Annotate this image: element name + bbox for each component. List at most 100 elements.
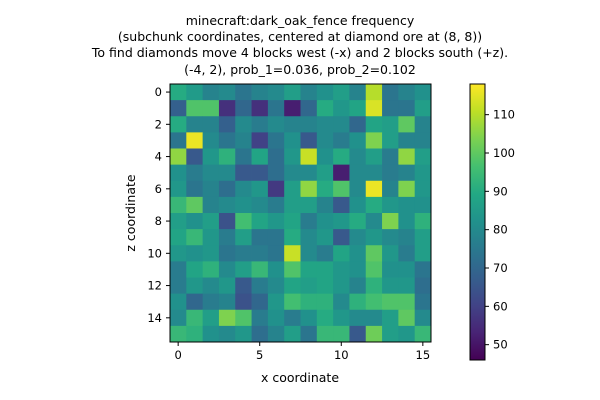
heatmap-cell: [170, 180, 187, 198]
heatmap-cell: [235, 84, 252, 101]
heatmap-cell: [251, 245, 269, 262]
heatmap-cell: [382, 293, 399, 311]
heatmap-cell: [235, 293, 252, 311]
heatmap-cell: [349, 309, 367, 327]
heatmap-cell: [316, 84, 334, 101]
heatmap-cell: [284, 325, 301, 343]
heatmap-cell: [284, 196, 301, 214]
heatmap-cell: [333, 325, 350, 343]
heatmap-cell: [284, 84, 301, 101]
heatmap-cell: [349, 132, 367, 149]
colorbar-tick-label: 90: [493, 184, 508, 198]
heatmap-cell: [333, 245, 350, 262]
heatmap-cell: [284, 277, 301, 295]
heatmap-cell: [414, 325, 432, 343]
heatmap-cell: [251, 196, 269, 214]
heatmap-cell: [202, 196, 220, 214]
heatmap-cell: [267, 293, 285, 311]
heatmap-cell: [316, 213, 334, 230]
heatmap-cell: [398, 180, 416, 198]
y-axis-label: z coordinate: [123, 174, 138, 252]
heatmap-cell: [333, 84, 350, 101]
heatmap-cell: [316, 132, 334, 149]
heatmap-cell: [267, 100, 285, 117]
heatmap-cell: [300, 213, 318, 230]
heatmap-cell: [235, 116, 252, 133]
heatmap-cell: [218, 84, 236, 101]
heatmap-cell: [398, 229, 416, 246]
heatmap-cell: [251, 277, 269, 295]
heatmap-cell: [333, 213, 350, 230]
heatmap-cell: [235, 213, 252, 230]
heatmap-cell: [300, 277, 318, 295]
heatmap-cell: [365, 132, 383, 149]
heatmap-cell: [382, 100, 399, 117]
heatmap-cell: [365, 309, 383, 327]
x-axis-ticks: 0 5 10 15: [174, 342, 430, 362]
heatmap-cell: [202, 309, 220, 327]
heatmap-cell: [300, 148, 318, 166]
heatmap-cell: [349, 245, 367, 262]
heatmap-cell: [170, 325, 187, 343]
heatmap-cell: [284, 164, 301, 182]
heatmap-cell: [349, 164, 367, 182]
heatmap-cell: [349, 180, 367, 198]
heatmap-cell: [365, 325, 383, 343]
heatmap-cell: [267, 229, 285, 246]
heatmap-cell: [284, 229, 301, 246]
heatmap-cell: [218, 213, 236, 230]
heatmap-cell: [218, 148, 236, 166]
heatmap-cell: [365, 84, 383, 101]
y-tick-label: 10: [147, 246, 162, 260]
heatmap-cell: [398, 148, 416, 166]
heatmap-cell: [316, 148, 334, 166]
heatmap-cell: [365, 213, 383, 230]
heatmap-cell: [218, 164, 236, 182]
heatmap-cell: [251, 132, 269, 149]
heatmap-cell: [186, 100, 204, 117]
heatmap-cell: [267, 325, 285, 343]
heatmap-cell: [414, 229, 432, 246]
heatmap-cell: [267, 309, 285, 327]
heatmap-cell: [267, 261, 285, 278]
heatmap-cell: [218, 309, 236, 327]
x-tick-label: 0: [174, 348, 181, 362]
x-axis-label: x coordinate: [261, 370, 339, 385]
heatmap-cell: [382, 164, 399, 182]
x-tick-label: 15: [416, 348, 431, 362]
heatmap-cell: [202, 100, 220, 117]
heatmap-cell: [267, 148, 285, 166]
heatmap-cell: [316, 309, 334, 327]
heatmap-cell: [186, 116, 204, 133]
heatmap-cell: [202, 84, 220, 101]
heatmap-cell: [414, 180, 432, 198]
heatmap-cell: [316, 277, 334, 295]
x-tick-label: 5: [256, 348, 263, 362]
heatmap-cell: [235, 277, 252, 295]
chart-title: minecraft:dark_oak_fence frequency (subc…: [91, 13, 508, 77]
heatmap-cell: [267, 196, 285, 214]
heatmap-cell: [251, 180, 269, 198]
heatmap-cell: [186, 309, 204, 327]
heatmap-cell: [186, 277, 204, 295]
heatmap-cell: [333, 309, 350, 327]
heatmap-cell: [170, 132, 187, 149]
heatmap-cell: [235, 309, 252, 327]
colorbar-tick-label: 110: [493, 108, 515, 122]
y-tick-label: 12: [147, 279, 162, 293]
heatmap-cell: [186, 196, 204, 214]
heatmap-cell: [300, 116, 318, 133]
heatmap-cell: [333, 277, 350, 295]
heatmap-cell: [170, 229, 187, 246]
heatmap-cell: [316, 196, 334, 214]
heatmap-cell: [349, 277, 367, 295]
heatmap-cell: [398, 261, 416, 278]
heatmap-cell: [398, 132, 416, 149]
heatmap-cell: [251, 293, 269, 311]
heatmap-cell: [186, 148, 204, 166]
heatmap-cell: [202, 164, 220, 182]
heatmap-cell: [202, 229, 220, 246]
heatmap-cell: [382, 277, 399, 295]
heatmap-cell: [365, 229, 383, 246]
